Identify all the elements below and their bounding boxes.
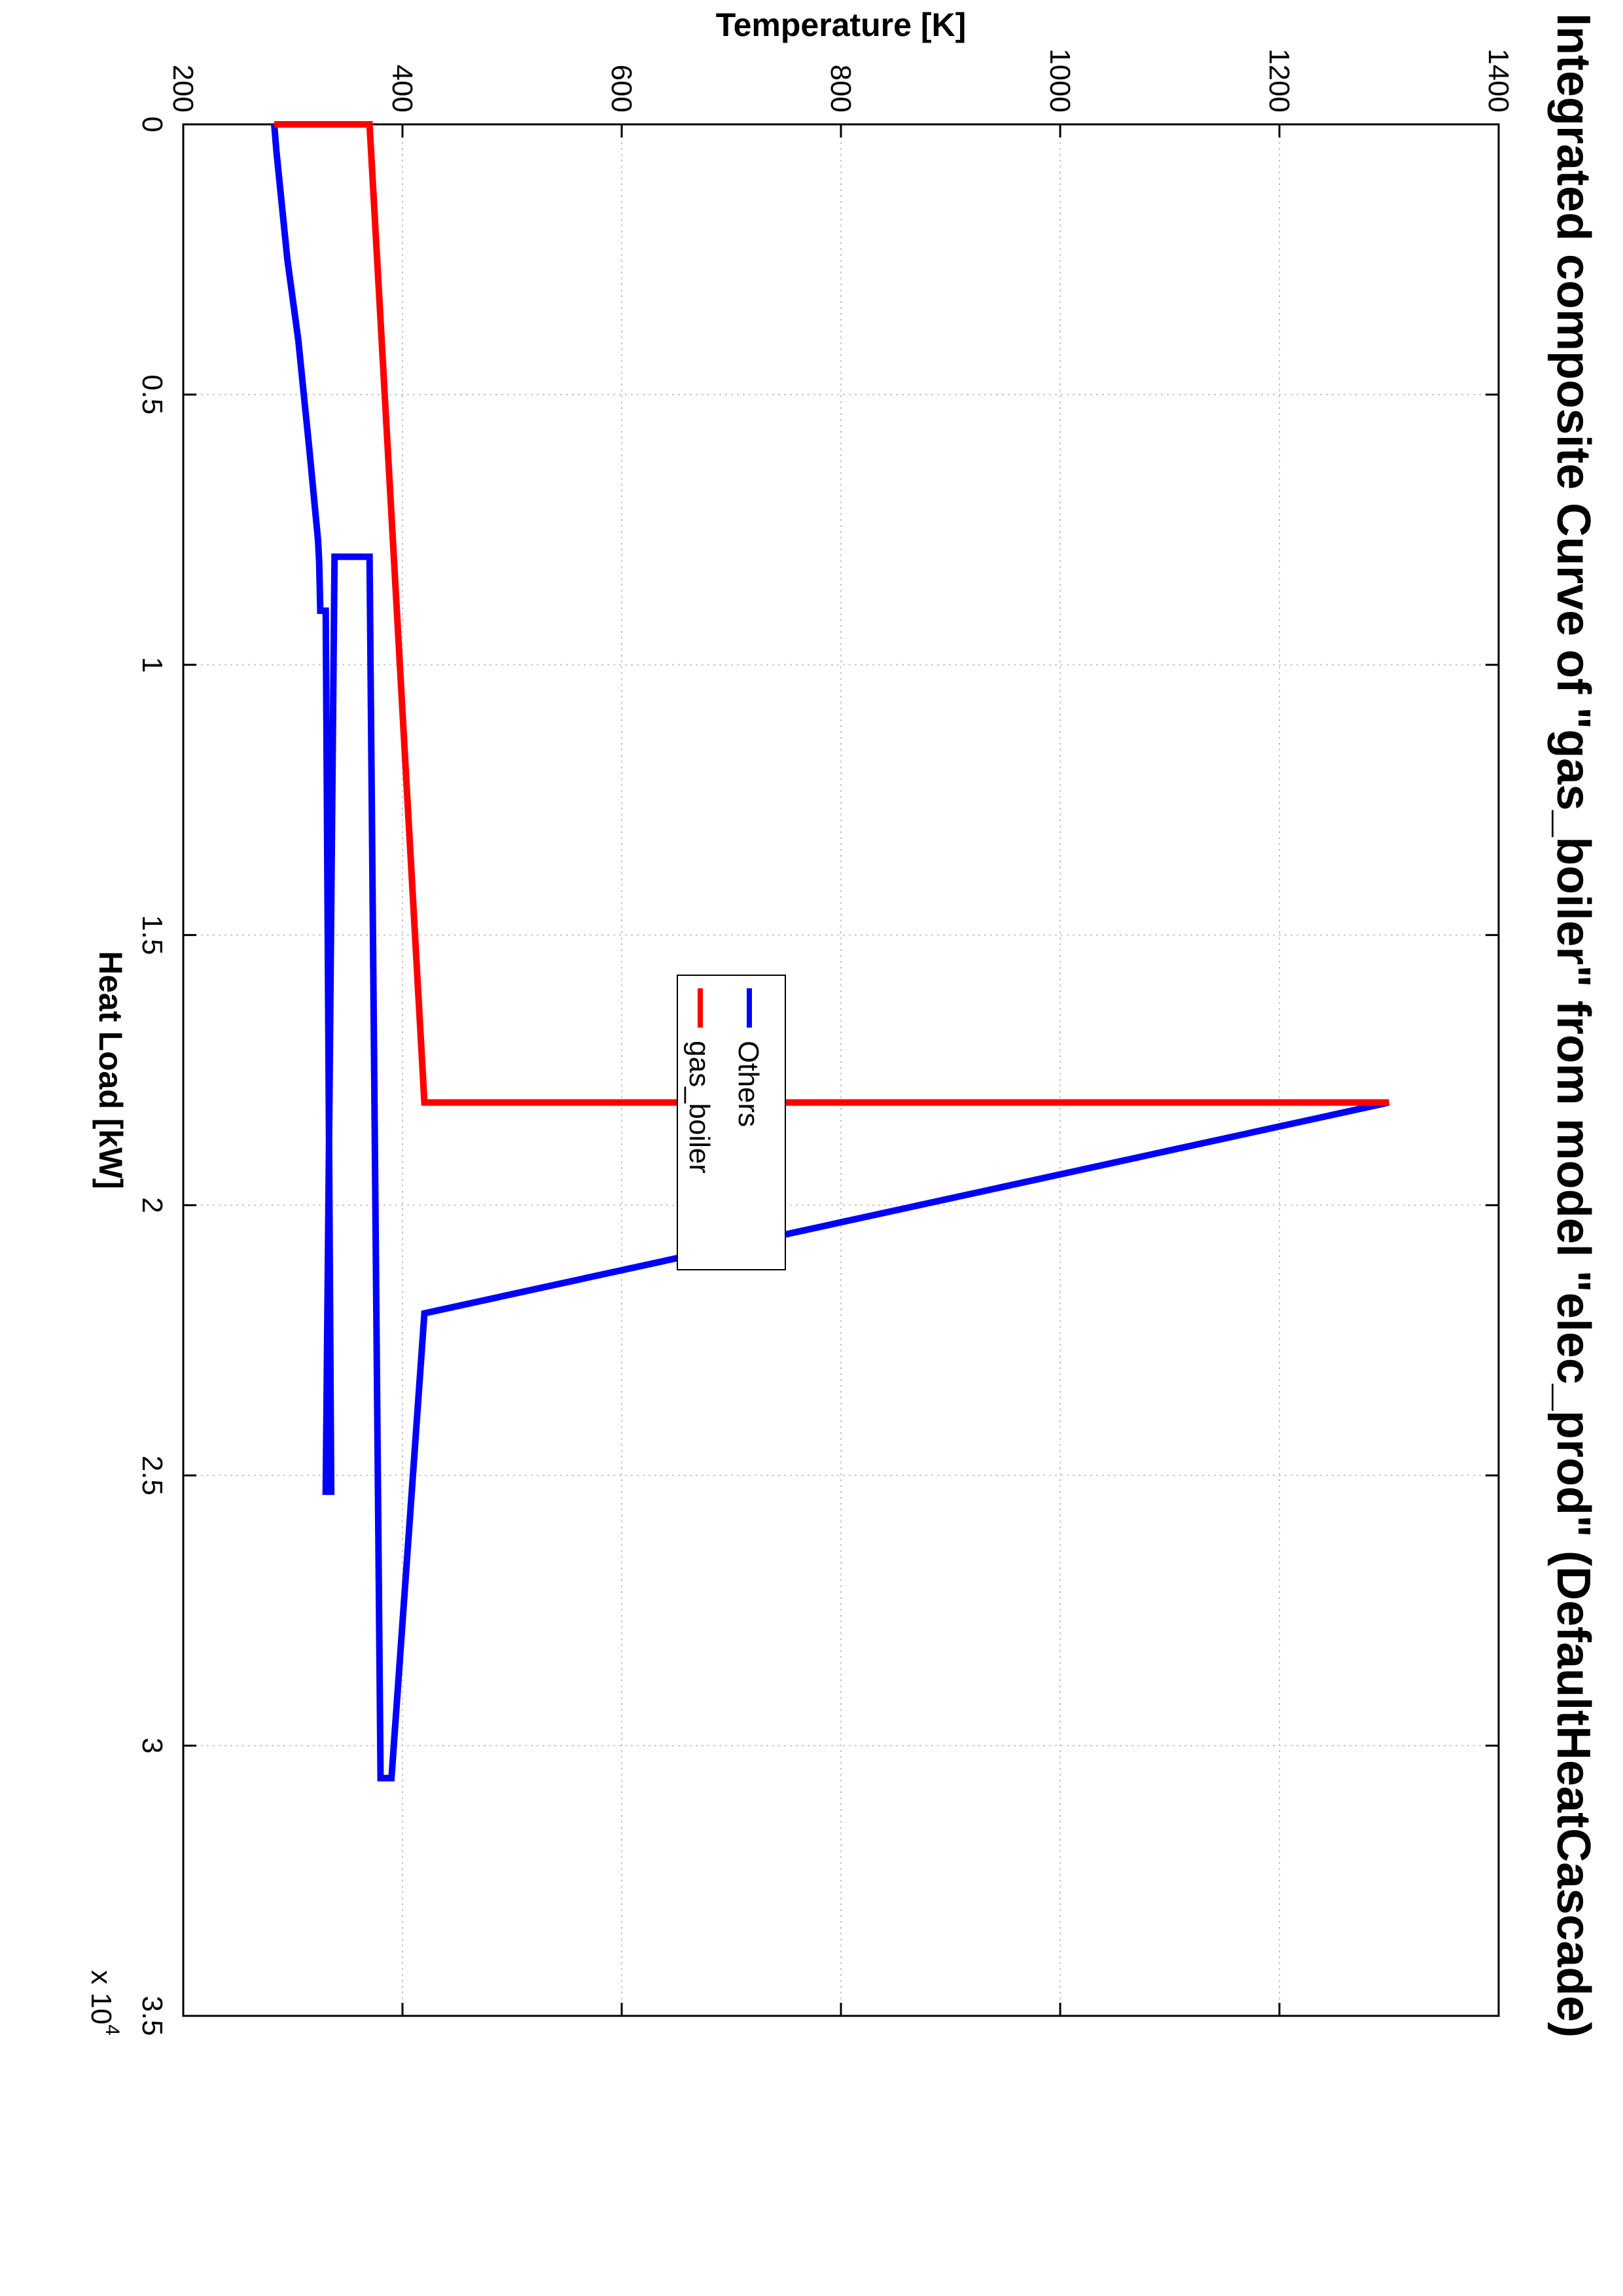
y-axis-label: Temperature [K] bbox=[716, 7, 966, 43]
x-tick-label: 3 bbox=[136, 1738, 168, 1753]
series-line-others bbox=[271, 124, 1390, 1782]
x-tick-label: 2 bbox=[136, 1197, 168, 1213]
x-axis-multiplier: x 104 bbox=[85, 1970, 123, 2036]
y-tick-label: 200 bbox=[167, 65, 199, 113]
y-tick-label: 1400 bbox=[1482, 48, 1514, 113]
axis-ticks: 0 0.5 1 1.5 2 2.5 3 3.5 200 400 600 800 1000 1200 1400 bbox=[136, 48, 1514, 2036]
x-multiplier-base: x 10 bbox=[85, 1970, 117, 2024]
series-lines bbox=[271, 121, 1390, 1782]
series-line-gas-boiler bbox=[274, 121, 1389, 1106]
rotated-figure: 0 0.5 1 1.5 2 2.5 3 3.5 200 400 600 800 1000 1200 1400… bbox=[85, 7, 1599, 2037]
x-tick-label: 1 bbox=[136, 656, 168, 672]
y-tick-label: 800 bbox=[825, 65, 857, 113]
y-tick-label: 600 bbox=[605, 65, 637, 113]
y-tick-label: 1000 bbox=[1044, 48, 1076, 113]
legend-label-gas-boiler: gas_boiler bbox=[683, 1041, 715, 1174]
x-multiplier-exponent: 4 bbox=[101, 2024, 123, 2036]
y-tick-label: 1200 bbox=[1263, 48, 1295, 113]
x-tick-label: 3.5 bbox=[136, 1996, 168, 2036]
chart-title: Integrated composite Curve of "gas_boile… bbox=[1547, 13, 1599, 2037]
legend: Others gas_boiler bbox=[677, 975, 786, 1270]
legend-label-others: Others bbox=[732, 1041, 764, 1127]
y-tick-label: 400 bbox=[386, 65, 418, 113]
x-tick-label: 0 bbox=[136, 117, 168, 132]
legend-box bbox=[677, 975, 786, 1270]
x-tick-label: 1.5 bbox=[136, 915, 168, 955]
x-tick-label: 0.5 bbox=[136, 374, 168, 414]
x-tick-label: 2.5 bbox=[136, 1456, 168, 1496]
x-axis-label: Heat Load [kW] bbox=[92, 951, 129, 1189]
